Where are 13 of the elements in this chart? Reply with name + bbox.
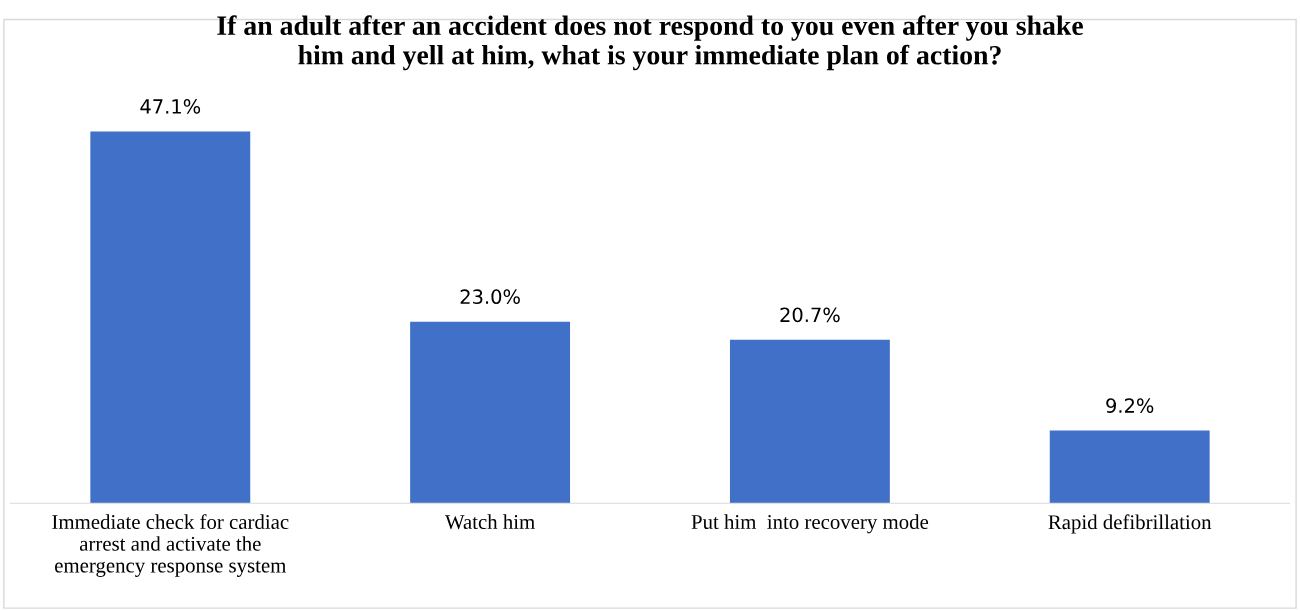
x-tick-label: Watch him [444,514,535,530]
data-label: 47.1% [140,99,201,114]
data-label: 20.7% [780,307,840,323]
x-tick-label: Put him into recovery mode [691,514,929,534]
data-label: 9.2% [1106,398,1154,413]
bar [90,131,251,504]
bar [1049,430,1210,504]
data-label: 23.0% [460,289,520,305]
chart-title: If an adult after an accident does not respond to you even after you shake him and yell at him, what is your immediate plan of action? [217,15,1083,71]
bar [729,339,890,504]
x-tick-label: Rapid defibrillation [1048,514,1212,534]
bar [410,321,571,504]
x-tick-label: Immediate check for cardiac arrest and activate the emergency response system [52,514,289,577]
